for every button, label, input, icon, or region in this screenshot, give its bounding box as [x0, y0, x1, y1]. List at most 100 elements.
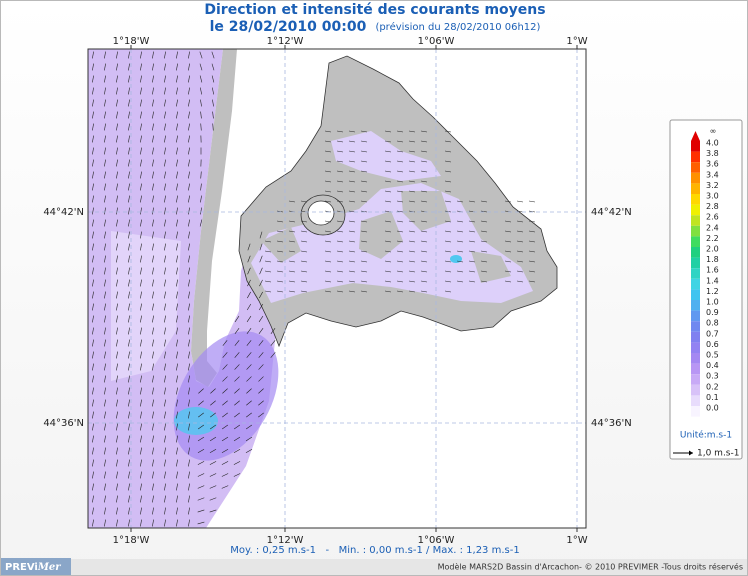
arrow	[420, 140, 428, 143]
arrow	[288, 260, 296, 263]
arrow	[176, 339, 178, 347]
legend-label: 0.8	[706, 319, 719, 328]
arrow	[233, 424, 241, 430]
arrow	[209, 485, 217, 489]
lon-label-bottom: 1°06'W	[418, 535, 455, 546]
logo-bg	[1, 558, 71, 575]
arrow	[92, 351, 94, 359]
arrow	[188, 375, 190, 383]
arrow	[176, 147, 178, 155]
arrow	[456, 220, 464, 223]
arrow	[188, 291, 190, 299]
legend-swatch	[691, 225, 700, 237]
arrow	[221, 473, 229, 477]
arrow	[188, 471, 190, 479]
arrow	[384, 220, 392, 223]
arrow	[528, 220, 536, 223]
arrow	[140, 207, 142, 215]
arrow	[104, 147, 106, 155]
legend-swatch	[691, 247, 700, 258]
arrow	[140, 291, 142, 299]
arrow	[140, 519, 142, 527]
arrow	[276, 240, 284, 243]
arrow	[164, 339, 166, 347]
arrow	[444, 170, 452, 173]
arrow	[420, 180, 428, 183]
arrow	[348, 250, 356, 253]
arrow	[516, 250, 524, 253]
arrow	[164, 63, 166, 71]
arrow	[258, 388, 264, 394]
arrow	[221, 461, 229, 465]
arrow	[140, 399, 142, 407]
arrow	[152, 363, 154, 371]
arrow	[140, 483, 142, 491]
arrow	[140, 159, 142, 167]
legend-swatch	[691, 310, 700, 322]
arrow	[128, 123, 130, 131]
arrow	[324, 180, 332, 183]
arrow	[209, 424, 217, 430]
arrow	[116, 327, 118, 335]
arrow	[276, 220, 284, 223]
arrow	[176, 303, 178, 311]
arrow	[288, 200, 296, 203]
arrow	[245, 424, 253, 430]
footer	[1, 559, 747, 575]
bay-flats	[261, 191, 511, 283]
arrow	[360, 240, 368, 243]
arrow	[128, 99, 130, 107]
arrow	[408, 280, 416, 283]
arrow	[176, 111, 178, 119]
arrow	[188, 267, 190, 275]
arrow	[270, 352, 276, 358]
arrow	[222, 340, 228, 346]
arrow	[116, 111, 118, 119]
arrow	[140, 87, 142, 95]
arrow	[188, 327, 190, 335]
arrow	[200, 99, 202, 107]
arrow	[360, 270, 368, 273]
arrow	[92, 111, 94, 119]
arrow	[176, 99, 178, 107]
arrow	[116, 231, 118, 239]
legend-top-triangle	[691, 131, 700, 141]
scale-arrow-head	[689, 450, 693, 456]
arrow	[152, 183, 154, 191]
arrow	[188, 219, 190, 227]
arrow	[116, 423, 118, 431]
arrow	[264, 240, 272, 243]
arrow	[288, 270, 296, 273]
arrow	[104, 231, 106, 239]
arrow	[444, 250, 452, 253]
arrow	[528, 270, 536, 273]
forecast: (prévision du 28/02/2010 06h12)	[375, 21, 540, 33]
arrow	[420, 240, 428, 243]
subtitle: le 28/02/2010 00:00 (prévision du 28/02/…	[210, 17, 541, 36]
arrow	[209, 497, 217, 501]
legend-label: 3.2	[706, 181, 719, 190]
arrow	[140, 183, 142, 191]
arrow	[276, 250, 284, 253]
arrow	[348, 240, 356, 243]
arrow	[128, 315, 130, 323]
arrow	[288, 280, 296, 283]
arrow	[116, 387, 118, 395]
arrow	[104, 315, 106, 323]
arrow	[420, 270, 428, 273]
arrow	[164, 327, 166, 335]
arrow	[336, 290, 344, 293]
arrow	[116, 435, 118, 443]
arrow	[276, 270, 284, 273]
arrow	[264, 260, 272, 263]
arrow	[233, 473, 241, 477]
arrow	[116, 399, 118, 407]
arrow	[116, 159, 118, 167]
arrow	[516, 280, 524, 283]
arrow	[128, 495, 130, 503]
arrow	[222, 376, 228, 382]
arrow	[176, 483, 178, 491]
arrow	[116, 255, 118, 263]
arrow	[259, 267, 263, 275]
legend-swatch	[691, 395, 700, 406]
